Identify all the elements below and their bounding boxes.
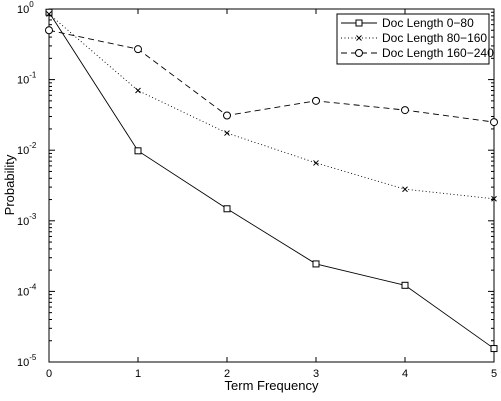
y-tick-label: 10-1 — [17, 71, 37, 87]
legend-label-3: Doc Length 160−240 — [382, 46, 494, 60]
series-line-2 — [48, 13, 495, 200]
data-point-x — [135, 87, 141, 94]
legend-label-2: Doc Length 80−160 — [382, 31, 487, 45]
x-tick-label: 0 — [46, 368, 52, 380]
data-point-x — [46, 11, 52, 17]
data-point-square — [45, 8, 53, 16]
y-tick-label: 10-2 — [17, 141, 37, 157]
x-tick-label: 4 — [402, 368, 408, 380]
data-point-square — [223, 205, 231, 213]
y-tick-base: 10 — [17, 286, 29, 298]
y-tick-exponent: -1 — [29, 71, 37, 80]
data-point-circle — [223, 111, 231, 120]
y-tick-label: 10-3 — [17, 212, 37, 228]
data-point-x — [313, 160, 319, 166]
y-tick-base: 10 — [17, 357, 29, 369]
y-tick-base: 10 — [17, 216, 29, 228]
data-point-x — [402, 186, 408, 193]
x-tick-label: 5 — [491, 368, 497, 380]
y-tick-exponent: -4 — [29, 282, 37, 291]
plot-frame — [48, 8, 495, 363]
legend-marker-square — [355, 19, 363, 27]
data-point-circle — [312, 96, 320, 105]
data-point-square — [401, 281, 409, 289]
y-tick-exponent: -5 — [29, 353, 37, 362]
series-line-3 — [48, 29, 495, 123]
data-point-circle — [45, 26, 53, 35]
legend-label-1: Doc Length 0−80 — [382, 16, 474, 30]
y-tick-exponent: -3 — [29, 212, 37, 221]
data-point-x — [224, 130, 230, 136]
data-point-circle — [490, 118, 498, 127]
x-tick-label: 3 — [313, 368, 319, 380]
y-axis-title: Probability — [2, 154, 17, 215]
x-tick-label: 1 — [135, 368, 141, 380]
data-point-circle — [134, 45, 142, 54]
data-point-square — [490, 345, 498, 353]
y-tick-label: 10-4 — [17, 282, 37, 298]
data-point-square — [312, 260, 320, 268]
y-tick-exponent: 0 — [29, 0, 34, 9]
y-tick-base: 10 — [17, 4, 29, 16]
y-tick-exponent: -2 — [29, 141, 37, 150]
data-point-square — [134, 147, 142, 155]
legend-marker-circle — [355, 49, 363, 57]
y-tick-base: 10 — [17, 75, 29, 87]
legend-marker-x — [356, 35, 362, 41]
y-tick-label: 10-5 — [17, 353, 37, 369]
y-tick-label: 100 — [17, 0, 34, 16]
y-tick-base: 10 — [17, 145, 29, 157]
data-point-x — [491, 195, 497, 202]
data-point-circle — [401, 106, 409, 115]
series-line-1 — [48, 11, 495, 349]
x-axis-title: Term Frequency — [225, 378, 319, 393]
x-tick-label: 2 — [224, 368, 230, 380]
series-lines — [45, 8, 498, 353]
